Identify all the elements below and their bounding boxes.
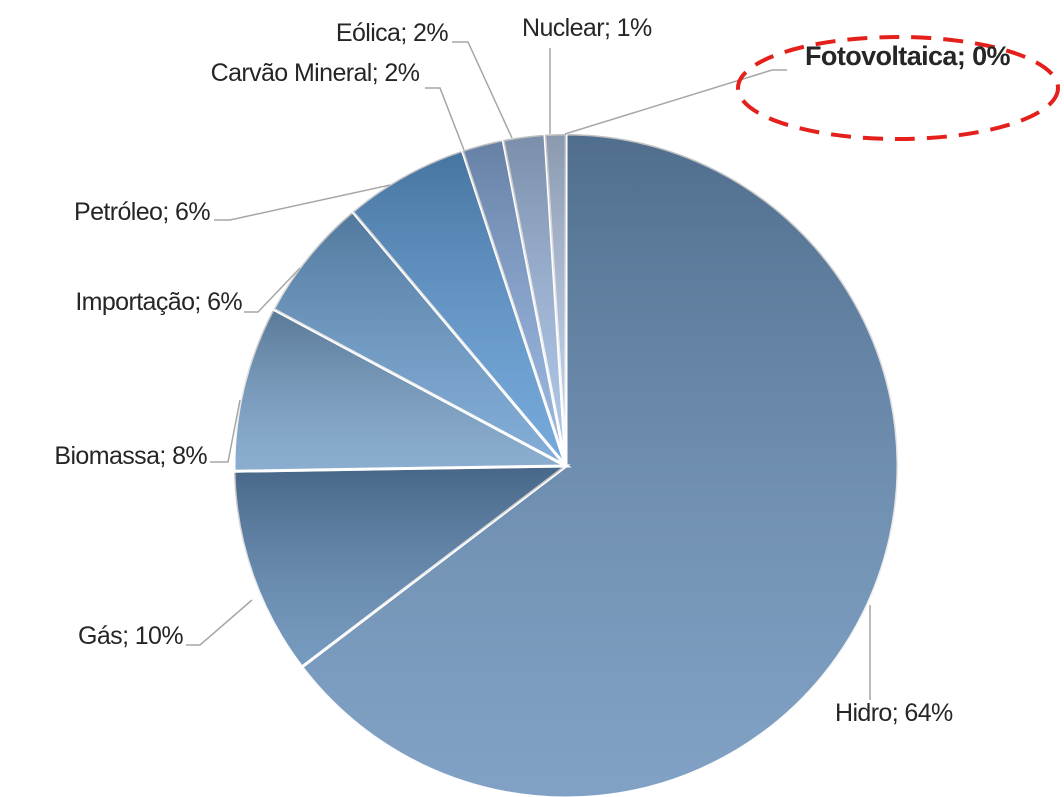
pie [232, 132, 900, 797]
leader-line [210, 399, 241, 463]
data-label: Petróleo; 6% [74, 198, 211, 226]
leader-line [244, 267, 301, 313]
data-label: Gás; 10% [78, 622, 184, 650]
leader-line [564, 69, 787, 135]
data-label: Fotovoltaica; 0% [805, 41, 1011, 71]
leader-line [186, 599, 253, 646]
data-label: Eólica; 2% [335, 19, 449, 47]
highlight-ellipse [736, 35, 1060, 141]
leader-line [452, 41, 513, 139]
leader-line [425, 87, 465, 151]
data-label: Carvão Mineral; 2% [210, 59, 420, 87]
data-label: Biomassa; 8% [54, 442, 207, 470]
data-label: Hidro; 64% [835, 699, 953, 727]
data-label: Nuclear; 1% [522, 14, 652, 42]
leader-lines [186, 41, 871, 700]
data-label: Importação; 6% [75, 288, 242, 316]
leader-line [214, 184, 391, 221]
